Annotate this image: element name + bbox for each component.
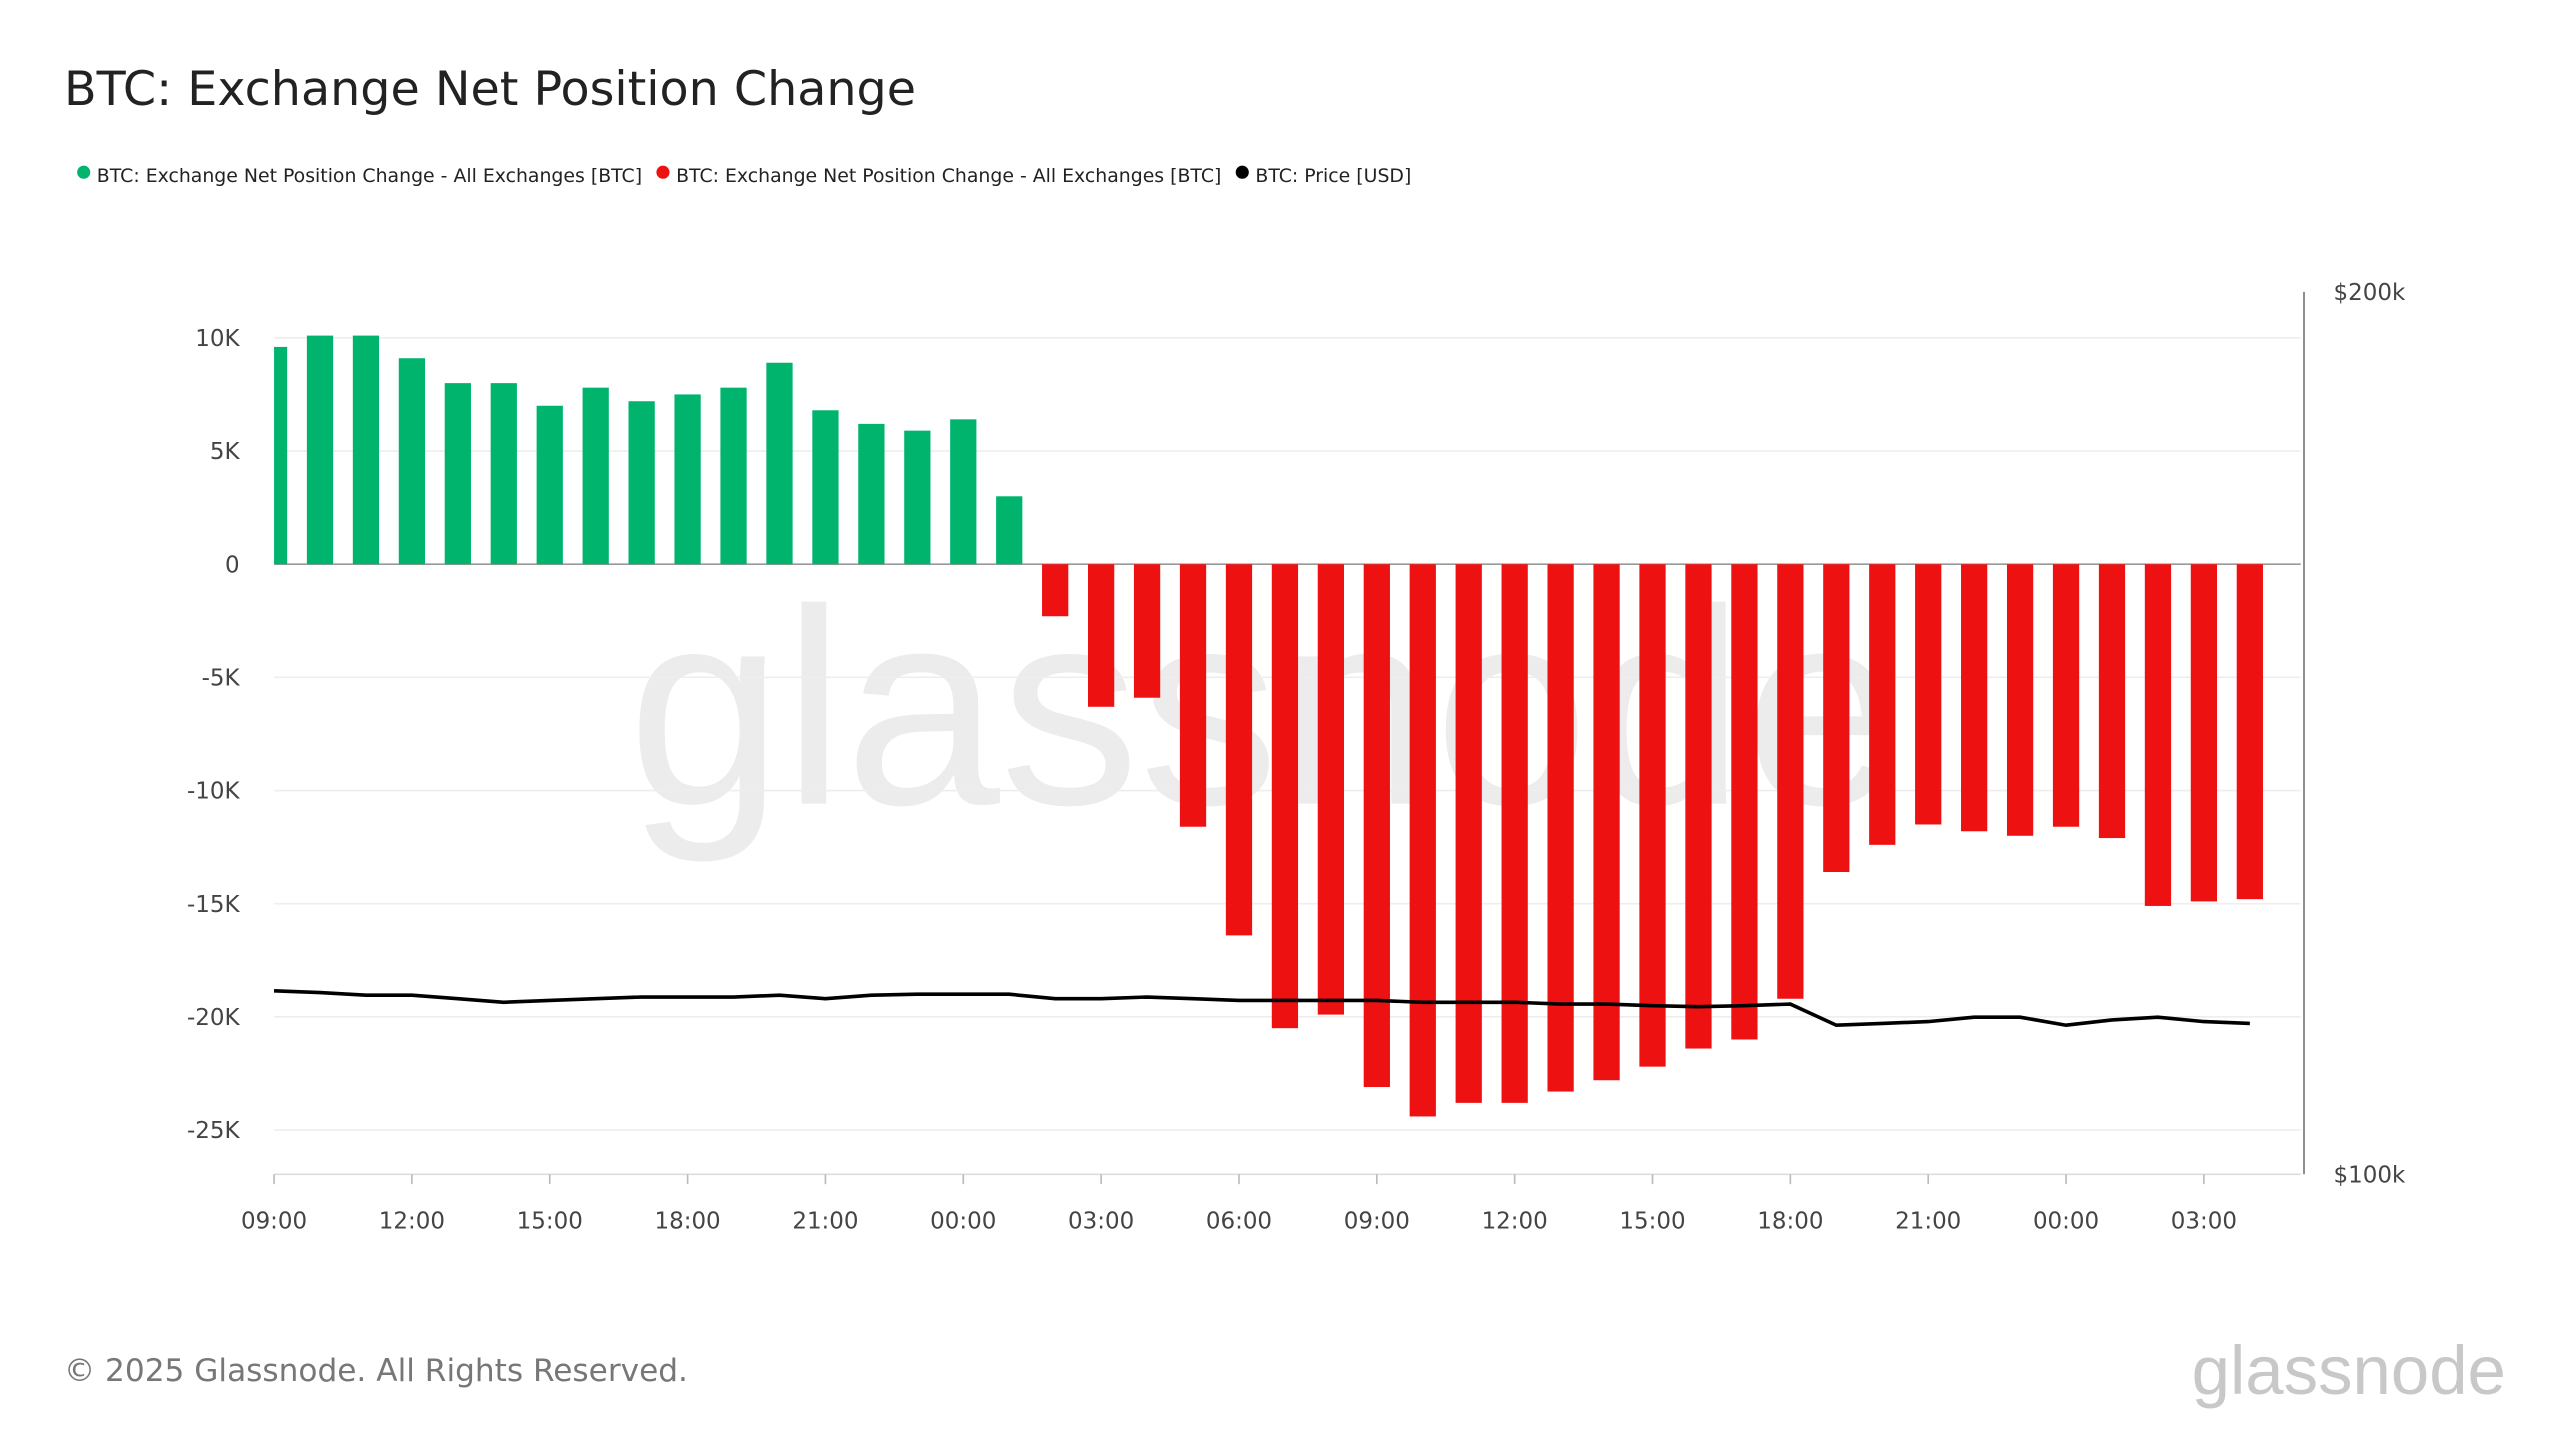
price-line — [273, 988, 2250, 1028]
right-axis-tick-bottom: $100k — [2334, 1163, 2406, 1189]
bar-negative[interactable] — [2006, 564, 2034, 836]
bar-positive[interactable] — [812, 410, 839, 565]
bar-negative[interactable] — [2144, 564, 2172, 906]
bar-negative[interactable] — [2098, 564, 2126, 839]
bar-negative[interactable] — [1088, 564, 1115, 707]
chart-title: BTC: Exchange Net Position Change — [64, 62, 916, 117]
bar-negative[interactable] — [1823, 564, 1850, 873]
bar-positive[interactable] — [274, 346, 288, 565]
x-axis-tick: 00:00 — [2033, 1208, 2099, 1234]
left-axis-tick: -5K — [202, 666, 241, 692]
bar-negative[interactable] — [1915, 564, 1942, 825]
bar-positive[interactable] — [398, 358, 426, 565]
left-axis-tick: -15K — [187, 892, 241, 918]
x-axis-tick: 00:00 — [930, 1208, 996, 1234]
legend-marker-green — [77, 165, 91, 179]
bar-positive[interactable] — [858, 423, 885, 565]
x-axis-tick: 21:00 — [792, 1208, 858, 1234]
bar-positive[interactable] — [352, 335, 380, 565]
x-axis: 09:00 12:00 15:00 18:00 21:00 00:00 03:00 06:00… — [241, 1173, 2301, 1234]
bar-positive[interactable] — [950, 419, 977, 565]
bar-negative[interactable] — [1547, 564, 1574, 1092]
bar-negative[interactable] — [1869, 564, 1896, 845]
bar-negative[interactable] — [2052, 564, 2080, 827]
bar-negative[interactable] — [1501, 564, 1528, 1103]
x-axis-tick: 03:00 — [1068, 1208, 1134, 1234]
bar-positive[interactable] — [674, 394, 701, 565]
footer-logo: glassnode — [2192, 1332, 2506, 1409]
x-axis-tick: 09:00 — [1344, 1208, 1410, 1234]
x-axis-tick: 18:00 — [1757, 1208, 1823, 1234]
bar-negative[interactable] — [2190, 564, 2218, 902]
bar-positive[interactable] — [720, 387, 747, 565]
bar-negative[interactable] — [1133, 564, 1161, 698]
x-axis-tick: 15:00 — [517, 1208, 583, 1234]
bar-negative[interactable] — [1685, 564, 1712, 1049]
bar-negative[interactable] — [2236, 564, 2263, 900]
left-axis-tick: -10K — [187, 779, 241, 805]
bar-negative[interactable] — [1593, 564, 1620, 1081]
bar-negative[interactable] — [1271, 564, 1299, 1029]
bar-negative[interactable] — [1042, 564, 1069, 617]
legend-label-red[interactable]: BTC: Exchange Net Position Change - All … — [676, 165, 1221, 187]
left-axis-tick: 0 — [225, 552, 240, 578]
bar-negative[interactable] — [1317, 564, 1344, 1015]
bar-positive[interactable] — [490, 383, 517, 565]
bar-negative[interactable] — [1409, 564, 1436, 1117]
bar-negative[interactable] — [1455, 564, 1482, 1103]
right-axis-tick-top: $200k — [2334, 280, 2406, 306]
bar-positive[interactable] — [536, 405, 563, 565]
left-axis-tick: -20K — [187, 1005, 241, 1031]
x-axis-tick: 18:00 — [655, 1208, 721, 1234]
bar-positive[interactable] — [582, 387, 609, 565]
bar-negative[interactable] — [1225, 564, 1253, 936]
bar-positive[interactable] — [444, 383, 471, 565]
bar-negative[interactable] — [1179, 564, 1207, 827]
legend-marker-red — [656, 165, 670, 179]
bar-positive[interactable] — [996, 496, 1023, 565]
left-axis-tick: -25K — [187, 1118, 241, 1144]
x-axis-tick: 21:00 — [1895, 1208, 1961, 1234]
x-axis-tick: 15:00 — [1619, 1208, 1685, 1234]
bar-positive[interactable] — [904, 430, 931, 565]
bar-negative[interactable] — [1961, 564, 1988, 832]
bar-positive[interactable] — [766, 362, 793, 565]
legend: BTC: Exchange Net Position Change - All … — [77, 165, 1411, 187]
legend-marker-price — [1235, 165, 1249, 179]
left-axis-tick: 10K — [195, 326, 240, 352]
bar-negative[interactable] — [1363, 564, 1390, 1088]
bar-negative[interactable] — [1731, 564, 1758, 1040]
x-axis-tick: 12:00 — [379, 1208, 445, 1234]
x-axis-tick: 03:00 — [2171, 1208, 2237, 1234]
x-axis-tick: 06:00 — [1206, 1208, 1272, 1234]
bar-negative[interactable] — [1639, 564, 1666, 1067]
footer-copyright: © 2025 Glassnode. All Rights Reserved. — [64, 1353, 688, 1389]
legend-label-price[interactable]: BTC: Price [USD] — [1255, 165, 1411, 187]
legend-label-green[interactable]: BTC: Exchange Net Position Change - All … — [97, 165, 642, 187]
x-axis-tick: 09:00 — [241, 1208, 307, 1234]
bar-positive[interactable] — [306, 335, 334, 565]
x-axis-tick: 12:00 — [1482, 1208, 1548, 1234]
bar-negative[interactable] — [1777, 564, 1804, 999]
left-axis-tick: 5K — [210, 439, 241, 465]
left-axis: 10K 5K 0 -5K -10K -15K -20K -25K — [187, 326, 241, 1144]
bar-positive[interactable] — [628, 401, 655, 565]
